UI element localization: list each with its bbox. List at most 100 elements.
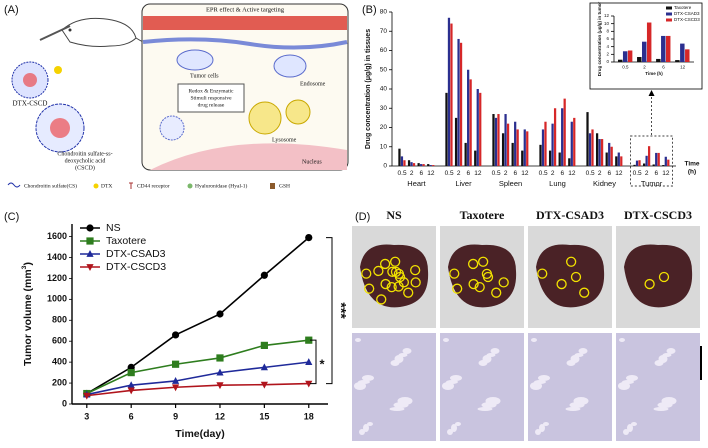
group-label: Heart — [407, 179, 426, 188]
alveolus — [543, 422, 549, 426]
x-axis-label: (h) — [688, 169, 696, 176]
legend-swatch — [666, 6, 672, 10]
x-tick-label: 6 — [560, 170, 564, 177]
alveolus — [631, 422, 637, 426]
x-tick-label: 6 — [608, 170, 612, 177]
bar — [645, 155, 648, 166]
y-tick-label: 60 — [380, 47, 388, 54]
bar — [591, 129, 594, 166]
legend-label: DTX — [101, 183, 112, 189]
bar — [637, 57, 642, 62]
bar — [647, 146, 651, 166]
legend-label: DTX-CSAD3 — [106, 248, 166, 260]
lesion-marker — [410, 264, 421, 276]
lesion-marker — [386, 281, 397, 293]
lesion-marker — [389, 256, 401, 267]
bar — [544, 121, 547, 166]
panel-label: (B) — [362, 4, 377, 16]
liver — [536, 244, 605, 308]
y-tick-label: 0 — [62, 398, 67, 408]
alveolus — [477, 407, 493, 411]
x-tick-label: 12 — [474, 170, 482, 177]
x-tick-label: 12 — [427, 170, 435, 177]
marker — [171, 384, 180, 392]
bar — [600, 139, 604, 166]
alveolus — [451, 424, 457, 432]
lesion-marker — [481, 268, 493, 280]
panel-d: NS Taxotere DTX-CSAD3 DTX-CSCD3 — [352, 208, 702, 441]
lesion-marker — [579, 287, 590, 298]
bar — [642, 163, 646, 166]
legend-label: Hyaluronidase (Hyal-1) — [195, 182, 248, 189]
x-tick-label: 0.5 — [445, 170, 454, 177]
bar — [561, 108, 564, 166]
legend-label: GSH — [279, 183, 290, 189]
alveolus — [623, 429, 629, 435]
bar — [595, 133, 599, 166]
x-tick-label: 2 — [410, 170, 414, 177]
alveolus — [574, 353, 584, 357]
y-tick-label: 800 — [52, 315, 67, 325]
y-tick-label: 1200 — [47, 273, 67, 283]
lesion-marker — [361, 268, 372, 279]
y-tick-label: 80 — [380, 9, 388, 16]
legend-label: Taxotere — [106, 235, 146, 247]
bar — [638, 160, 641, 166]
alveolus — [626, 375, 638, 381]
column-title: NS — [386, 208, 402, 222]
legend-label: Chondroitin sulfate(CS) — [24, 182, 77, 189]
x-tick-label: 6 — [662, 65, 665, 70]
marker — [305, 358, 313, 366]
bar — [427, 164, 430, 166]
alveolus — [486, 353, 496, 357]
lesion-marker — [376, 294, 387, 305]
histology — [616, 333, 700, 441]
lesion-marker — [449, 268, 460, 279]
x-tick-label: 12 — [615, 170, 623, 177]
bar — [412, 163, 416, 166]
bar — [642, 41, 647, 62]
bar — [476, 89, 479, 166]
alveolus — [531, 338, 537, 342]
lesion-marker — [398, 277, 410, 288]
bar — [403, 160, 406, 166]
micelle — [159, 115, 185, 141]
dtx-icon — [54, 66, 62, 74]
legend-swatch — [666, 12, 672, 16]
alveolus — [394, 355, 404, 363]
bar — [551, 123, 554, 166]
lesion-marker — [468, 278, 479, 290]
bracket — [326, 237, 333, 385]
bar — [417, 163, 420, 166]
bar — [410, 162, 413, 166]
alveolus — [539, 424, 545, 432]
arrow-head — [648, 90, 655, 96]
liver — [624, 244, 693, 308]
y-tick-label: 50 — [380, 66, 388, 73]
lesion-marker — [364, 283, 375, 294]
histology — [440, 333, 524, 441]
bar — [573, 117, 576, 166]
lesion-marker — [373, 265, 384, 277]
nucleus — [150, 143, 347, 170]
x-tick-label: 0.5 — [586, 170, 595, 177]
annotation: * — [319, 356, 325, 371]
marker — [86, 224, 94, 232]
alveolus — [450, 375, 462, 381]
marker — [86, 264, 94, 271]
marker — [86, 250, 94, 257]
targeting-label: EPR effect & Active targeting — [206, 6, 285, 13]
x-tick-label: 0.5 — [492, 170, 501, 177]
lesion-marker — [565, 256, 577, 267]
marker — [216, 368, 224, 376]
lysosome — [248, 101, 282, 135]
group-label: Spleen — [499, 179, 522, 188]
bar — [605, 152, 608, 166]
marker — [127, 381, 135, 389]
lesion-marker — [498, 277, 509, 288]
x-tick-label: 2 — [504, 170, 508, 177]
bar — [504, 114, 507, 166]
x-tick-label: 2 — [645, 170, 649, 177]
bar — [501, 133, 505, 166]
lesion-marker — [491, 287, 502, 298]
